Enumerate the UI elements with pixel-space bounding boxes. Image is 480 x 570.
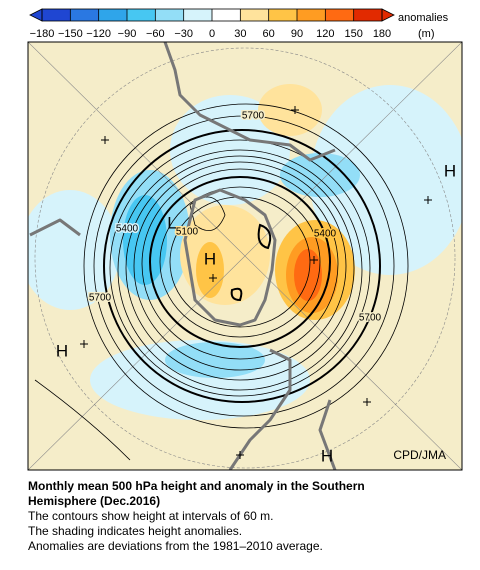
colorbar-arrow: [29, 8, 43, 22]
latitude-circle: [34, 47, 456, 469]
pressure-center: H: [56, 341, 68, 360]
meridian: [28, 42, 462, 470]
colorbar-tick-label: 120: [316, 28, 334, 40]
colorbar-segment: [183, 9, 212, 21]
map-figure: 5700 5400 5100 5400 5700 5700 H L H H H …: [27, 8, 463, 471]
caption-title: Monthly mean 500 hPa height and anomaly …: [28, 479, 365, 508]
colorbar-tick-label: −90: [118, 28, 137, 40]
colorbar-tick-label: 90: [291, 28, 303, 40]
colorbar-title: anomalies: [398, 12, 449, 24]
colorbar-segment: [297, 9, 326, 21]
colorbar-segment: [42, 9, 71, 21]
map-frame: [27, 41, 463, 471]
plus-markers: [80, 106, 432, 459]
colorbar-tick-label: 30: [234, 28, 246, 40]
colorbar: −180 −150 −120 −90 −60 −30 0 30 60 90 120 150 180: [29, 8, 395, 40]
credit: CPD/JMA: [393, 448, 446, 462]
colorbar-segment: [70, 9, 99, 21]
colorbar-segment: [240, 9, 269, 21]
colorbar-segment: [155, 9, 184, 21]
caption-line: Anomalies are deviations from the 1981–2…: [28, 539, 323, 553]
contour-label: 5700: [242, 111, 265, 122]
pressure-center: H: [204, 249, 216, 268]
colorbar-tick-label: −150: [58, 28, 83, 40]
contours: [34, 103, 409, 461]
colorbar-tick-label: −120: [86, 28, 111, 40]
caption-line: The contours show height at intervals of…: [28, 509, 274, 523]
caption-line: The shading indicates height anomalies.: [28, 524, 243, 538]
colorbar-tick-label: 150: [344, 28, 362, 40]
anomaly-shade: [28, 190, 120, 310]
colorbar-tick-label: −60: [146, 28, 165, 40]
pressure-center: H: [321, 446, 333, 465]
anomaly-shade: [294, 249, 322, 301]
colorbar-segment: [353, 9, 382, 21]
colorbar-segment: [127, 9, 156, 21]
contour-label: 5400: [314, 229, 337, 240]
map: 5700 5400 5100 5400 5700 5700 H L H H H …: [28, 42, 462, 470]
contour-label: 5400: [116, 224, 139, 235]
contour-label: 5700: [89, 293, 112, 304]
colorbar-tick-label: 60: [263, 28, 275, 40]
colorbar-segment: [98, 9, 127, 21]
colorbar-tick-label: 0: [209, 28, 215, 40]
colorbar-tick-label: −180: [30, 28, 55, 40]
coastlines: [29, 42, 337, 470]
caption: Monthly mean 500 hPa height and anomaly …: [28, 479, 468, 554]
colorbar-unit: (m): [418, 28, 435, 40]
pressure-center: H: [444, 161, 456, 180]
contour-label: 5700: [359, 313, 382, 324]
contour-label: 5100: [176, 227, 199, 238]
colorbar-segment: [268, 9, 297, 21]
pressure-center: L: [167, 213, 176, 232]
colorbar-tick-label: 180: [373, 28, 391, 40]
anomaly-shade: [310, 85, 462, 275]
colorbar-arrow: [381, 8, 395, 22]
colorbar-segment: [325, 9, 354, 21]
colorbar-segment: [212, 9, 241, 21]
colorbar-tick-label: −30: [174, 28, 193, 40]
